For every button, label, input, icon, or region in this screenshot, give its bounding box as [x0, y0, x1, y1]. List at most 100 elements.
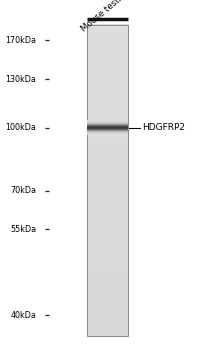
Bar [87, 149, 128, 152]
Bar [87, 84, 128, 87]
Bar [87, 136, 128, 139]
Bar [87, 144, 128, 147]
Bar [87, 313, 128, 315]
Bar [87, 133, 128, 136]
Bar [87, 191, 128, 193]
Bar [87, 175, 128, 178]
Bar [87, 116, 128, 118]
Bar [87, 245, 128, 248]
Bar [87, 240, 128, 243]
Bar [87, 141, 128, 144]
Bar [87, 35, 128, 37]
Text: 70kDa: 70kDa [10, 186, 36, 195]
Bar [87, 318, 128, 321]
Bar [87, 297, 128, 300]
Bar [87, 102, 128, 105]
Bar [87, 193, 128, 196]
Text: 100kDa: 100kDa [5, 123, 36, 132]
Bar [87, 315, 128, 318]
Bar [87, 162, 128, 164]
Bar [87, 27, 128, 30]
Bar [87, 294, 128, 297]
Bar [87, 243, 128, 245]
Bar [87, 186, 128, 188]
Text: 130kDa: 130kDa [5, 75, 36, 84]
Bar [87, 123, 128, 126]
Bar [87, 331, 128, 334]
Bar [87, 56, 128, 58]
Bar [87, 61, 128, 63]
Bar [87, 284, 128, 287]
Bar [87, 79, 128, 82]
Bar [87, 266, 128, 268]
Bar [87, 110, 128, 113]
Bar [87, 219, 128, 222]
Bar [87, 217, 128, 219]
Bar [87, 248, 128, 250]
Bar [87, 66, 128, 69]
Bar [87, 165, 128, 167]
Bar [87, 97, 128, 100]
Bar [87, 160, 128, 162]
Bar [87, 256, 128, 258]
Bar [87, 128, 128, 131]
Bar [87, 196, 128, 198]
Bar [87, 89, 128, 92]
Bar [87, 87, 128, 89]
Bar [87, 334, 128, 336]
Bar [87, 25, 128, 27]
Bar [87, 76, 128, 79]
Bar [87, 204, 128, 206]
Bar [87, 211, 128, 214]
Bar [87, 287, 128, 289]
Bar [87, 82, 128, 84]
Bar [87, 198, 128, 201]
Bar [87, 261, 128, 263]
Bar [87, 232, 128, 235]
Bar [87, 276, 128, 279]
Bar [87, 274, 128, 276]
Bar [87, 113, 128, 116]
Bar [87, 250, 128, 253]
Bar [87, 321, 128, 323]
Bar [87, 30, 128, 32]
Bar [87, 178, 128, 180]
Bar [87, 307, 128, 310]
Bar [87, 167, 128, 170]
Bar [87, 105, 128, 107]
Bar [87, 188, 128, 191]
Bar [87, 173, 128, 175]
Bar [87, 37, 128, 40]
Bar [87, 118, 128, 120]
Bar [87, 310, 128, 313]
Bar [87, 45, 128, 48]
Bar [87, 302, 128, 305]
Bar [87, 126, 128, 128]
Bar [87, 139, 128, 141]
Bar [87, 71, 128, 74]
Bar [87, 227, 128, 230]
Bar [87, 206, 128, 209]
Bar [87, 107, 128, 110]
Bar [87, 50, 128, 53]
Bar [87, 180, 128, 183]
Bar [87, 74, 128, 76]
Bar [87, 100, 128, 102]
Bar [87, 183, 128, 186]
Bar [87, 300, 128, 302]
Bar [87, 281, 128, 284]
Text: Mouse testis: Mouse testis [80, 0, 127, 33]
Bar [87, 94, 128, 97]
Bar [87, 40, 128, 43]
Bar [87, 170, 128, 173]
Bar [87, 305, 128, 307]
Bar [87, 154, 128, 157]
Bar [87, 25, 128, 336]
Bar [87, 326, 128, 328]
Bar [87, 224, 128, 227]
Bar [87, 147, 128, 149]
Bar [87, 237, 128, 240]
Bar [87, 201, 128, 204]
Text: 40kDa: 40kDa [10, 310, 36, 320]
Text: 170kDa: 170kDa [5, 36, 36, 45]
